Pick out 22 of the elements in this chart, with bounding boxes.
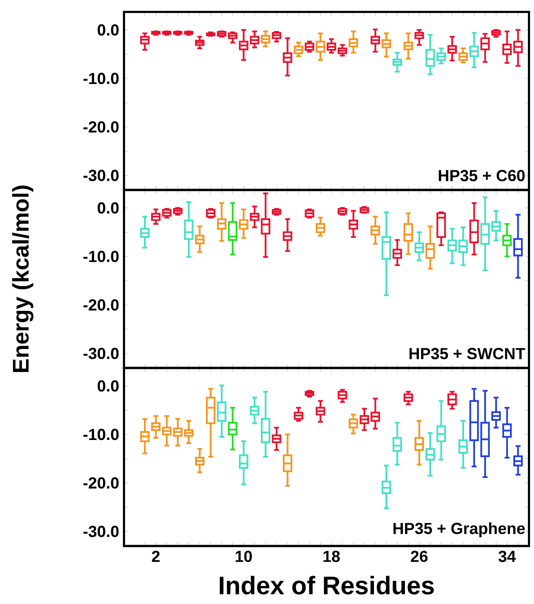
y-tick-label: 0.0	[98, 380, 119, 392]
annotation: HP35 + Graphene	[393, 522, 525, 538]
y-tick-label: 0.0	[98, 24, 119, 36]
x-axis-title: Index of Residues	[220, 576, 434, 594]
y-tick-label: -10.0	[83, 250, 119, 262]
y-tick-label: -10.0	[83, 428, 119, 440]
x-tick-label: 34	[498, 550, 516, 562]
x-tick-label: 2	[152, 550, 160, 562]
y-tick-label: -30.0	[83, 170, 119, 182]
y-tick-label: -10.0	[83, 72, 119, 84]
x-tick-label: 18	[324, 550, 340, 562]
x-tick-label: 26	[410, 550, 428, 562]
y-tick-label: -30.0	[83, 526, 119, 538]
y-tick-label: -20.0	[83, 299, 119, 311]
annotation: HP35 + SWCNT	[410, 348, 526, 360]
y-tick-label: -20.0	[83, 477, 119, 489]
y-tick-label: -20.0	[83, 121, 119, 133]
y-tick-label: -30.0	[83, 348, 119, 360]
y-tick-label: 0.0	[98, 202, 119, 214]
x-tick-label: 10	[236, 550, 252, 562]
annotation: HP35 + C60	[438, 170, 525, 182]
y-axis-title: Energy (kcal/mol)	[12, 186, 34, 372]
